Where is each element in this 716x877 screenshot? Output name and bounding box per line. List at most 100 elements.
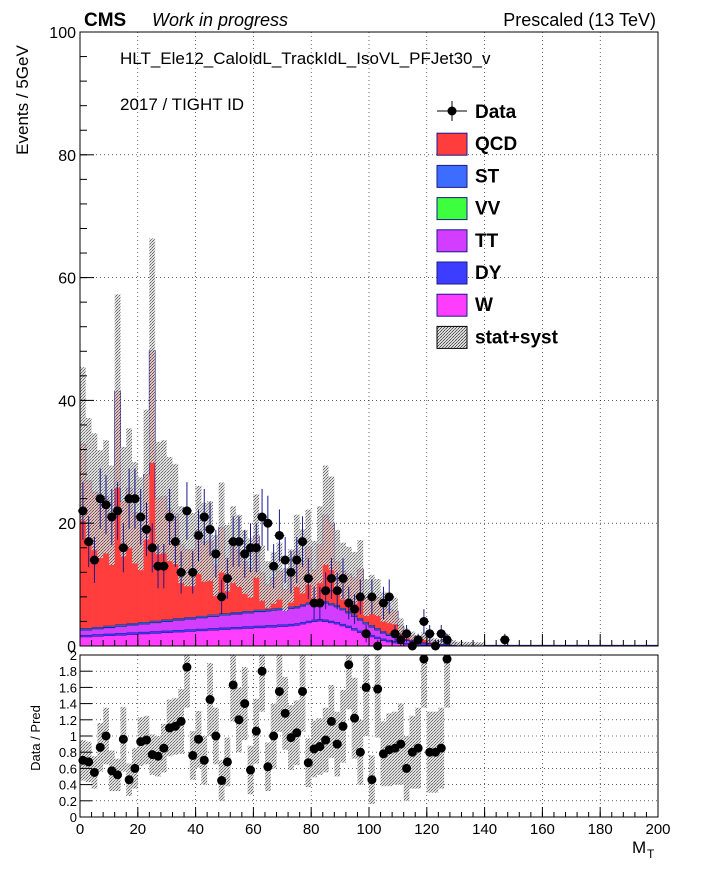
energy-label: Prescaled (13 TeV) [503,10,656,30]
ratio-point [154,752,163,761]
ratio-point [177,717,186,726]
bar-w [126,634,132,646]
ratio-point [396,740,405,749]
bar-w [305,623,311,646]
bar-tt [109,628,115,634]
bar-tt [300,606,306,622]
data-point [171,537,180,546]
unc-band [161,440,167,553]
bar-tt [80,630,86,635]
bar-tt [242,613,248,627]
data-point [165,513,174,522]
data-point [206,525,215,534]
bar-tt [126,625,132,632]
ratio-point [223,757,232,766]
ratio-band [375,655,381,738]
bar-tt [253,612,259,626]
legend-label: QCD [475,134,517,155]
unc-band [149,238,155,462]
ratio-ytick-label: 2 [70,648,77,663]
ratio-point [240,699,249,708]
data-point [130,494,139,503]
ratio-point [443,655,452,664]
ratio-point [159,744,168,753]
bar-tt [178,620,184,630]
bar-tt [277,610,283,625]
ratio-point [419,655,428,664]
bar-w [282,626,288,646]
ratio-point [304,758,313,767]
ratio-point [90,768,99,777]
data-point [102,500,111,509]
main-ylabel: Events / 5GeV [13,45,32,155]
data-point [217,592,226,601]
legend-label: Data [475,102,517,123]
cms-label: CMS [84,10,126,31]
ytick-label: 20 [58,516,76,533]
bar-tt [230,614,236,627]
bar-w [149,633,155,646]
bar-w [184,631,190,646]
ratio-point [333,740,342,749]
bar-tt [132,625,138,632]
bar-w [277,626,283,646]
legend-swatch-w [437,294,467,316]
data-point [211,549,220,558]
bar-tt [213,617,219,629]
bar-w [86,637,92,646]
ratio-point [96,743,105,752]
ratio-point [200,756,209,765]
data-point [292,556,301,565]
bar-tt [265,611,271,625]
ratio-point [130,764,139,773]
bar-w [92,636,98,646]
xtick-label: 60 [245,821,262,838]
data-point [148,543,157,552]
ratio-ytick-label: 1.6 [59,680,77,695]
bar-w [288,626,294,646]
data-point [419,617,428,626]
data-point [234,537,243,546]
status-label: Work in progress [152,10,288,30]
ratio-band [259,655,265,712]
data-point [298,537,307,546]
bar-tt [184,619,190,629]
bar-tt [357,620,363,630]
bar-w [317,621,323,646]
data-point [263,519,272,528]
bar-tt [288,609,294,624]
unc-band [329,477,335,570]
bar-w [196,631,202,646]
bar-w [120,635,126,646]
data-point [338,574,347,583]
data-point [113,506,122,515]
ratio-ytick-label: 1.8 [59,664,77,679]
ratio-point [373,685,382,694]
bar-tt [282,610,288,625]
bar-w [230,629,236,646]
ratio-point [229,680,238,689]
legend-label: DY [475,263,502,284]
ratio-point [356,748,365,757]
selection-label: 2017 / TIGHT ID [120,95,244,114]
ratio-point [194,735,203,744]
bar-w [213,630,219,646]
xtick-label: 100 [356,821,381,838]
bar-w [161,632,167,646]
ratio-point [125,775,134,784]
ratio-ytick-label: 1.4 [59,697,77,712]
ratio-point [252,727,261,736]
ratio-point [292,728,301,737]
legend-label: W [475,295,493,316]
unc-band [473,642,479,646]
data-point [252,543,261,552]
ratio-point [327,717,336,726]
xtick-label: 180 [588,821,613,838]
ratio-ylabel: Data / Pred [28,705,43,771]
bar-w [311,621,317,646]
unc-band [317,506,323,583]
bar-tt [225,615,231,627]
data-point [142,525,151,534]
bar-tt [271,610,277,625]
ratio-point [338,722,347,731]
